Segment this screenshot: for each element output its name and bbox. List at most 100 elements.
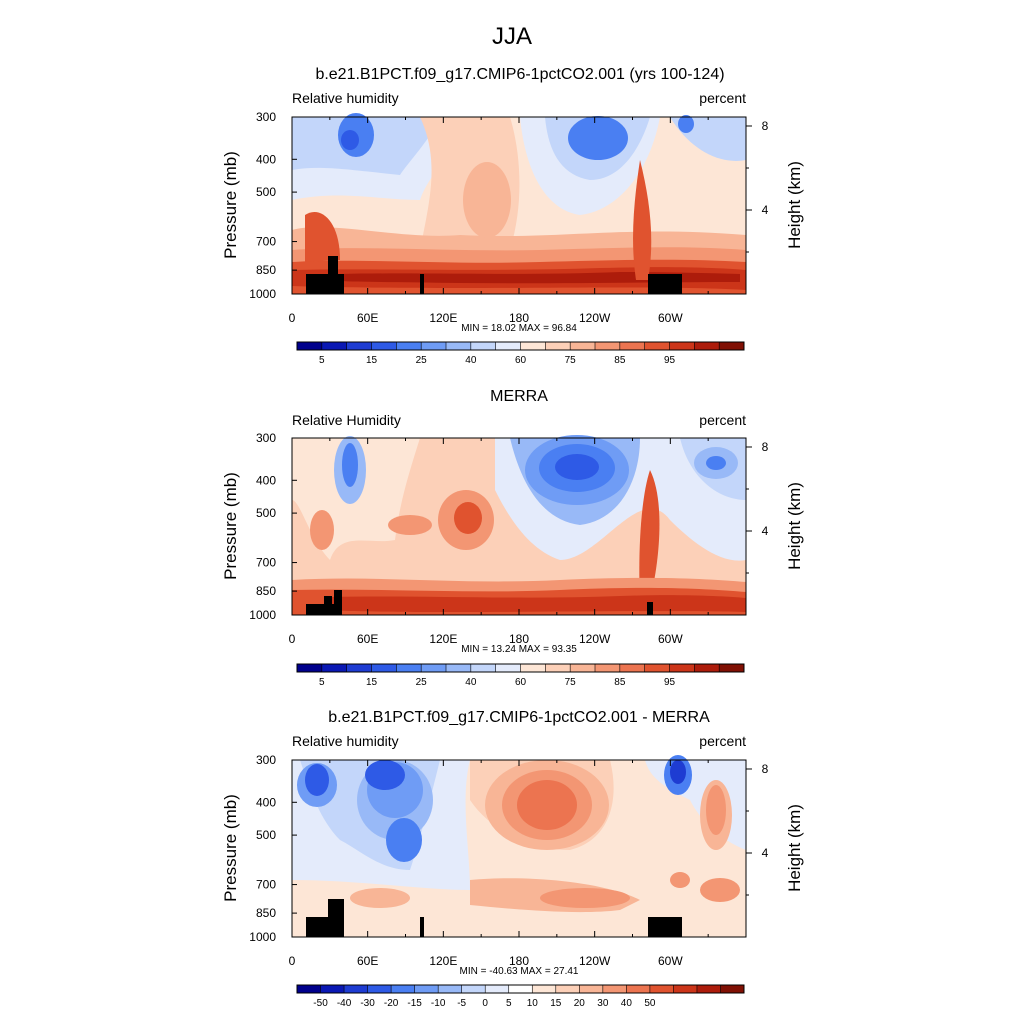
colorbar-swatch <box>297 664 323 672</box>
colorbar-swatch <box>579 985 604 993</box>
colorbar-swatch <box>367 985 392 993</box>
colorbar-label: 75 <box>565 355 577 366</box>
colorbar-swatch <box>649 985 674 993</box>
y-tick-label: 300 <box>256 753 276 767</box>
colorbar-swatch <box>532 985 557 993</box>
colorbar-swatch <box>396 664 422 672</box>
colorbar-label: 50 <box>644 998 656 1009</box>
colorbar-label: 5 <box>319 355 325 366</box>
panel-3-colorbar: -50 -40 -30 -20 -15 -10 -5 0 5 10 15 20 30 40 50 <box>296 984 745 1009</box>
colorbar-label: 15 <box>366 677 378 688</box>
colorbar-label: 60 <box>515 677 527 688</box>
panel-2-ylabel: Pressure (mb) <box>221 472 240 580</box>
panel-2-stats: MIN = 13.24 MAX = 93.35 <box>461 644 577 655</box>
colorbar-swatch <box>346 664 372 672</box>
x-tick-label: 180 <box>509 954 529 968</box>
panel-2: MERRA Relative Humidity percent <box>221 388 804 688</box>
colorbar-swatch <box>391 985 415 993</box>
y-tick-label: 400 <box>256 473 276 487</box>
panel-2-y2label: Height (km) <box>785 482 804 570</box>
colorbar-swatch <box>446 342 472 350</box>
colorbar-swatch <box>626 985 651 993</box>
y-tick-label: 850 <box>256 584 276 598</box>
colorbar-label: 10 <box>527 998 539 1009</box>
x-tick-label: 60W <box>658 632 683 646</box>
panel-3: b.e21.B1PCT.f09_g17.CMIP6-1pctCO2.001 - … <box>221 709 804 1009</box>
colorbar-swatch <box>470 342 496 350</box>
x-tick-label: 180 <box>509 311 529 325</box>
colorbar-label: 85 <box>614 677 626 688</box>
y2-tick-label: 4 <box>762 524 769 538</box>
colorbar-swatch <box>595 664 621 672</box>
y-tick-label: 400 <box>256 152 276 166</box>
colorbar-swatch <box>414 985 439 993</box>
colorbar-swatch <box>371 664 397 672</box>
colorbar-swatch <box>719 664 745 672</box>
colorbar-swatch <box>673 985 698 993</box>
colorbar-label: 15 <box>366 355 378 366</box>
y-tick-label: 300 <box>256 110 276 124</box>
y-tick-label: 850 <box>256 263 276 277</box>
x-tick-label: 60E <box>357 954 378 968</box>
x-tick-label: 120W <box>579 632 611 646</box>
panel-1-right-label: percent <box>699 90 746 106</box>
colorbar-swatch <box>696 985 721 993</box>
colorbar-label: 15 <box>550 998 562 1009</box>
panel-3-stats: MIN = -40.63 MAX = 27.41 <box>460 966 579 977</box>
panel-3-field <box>292 755 746 937</box>
colorbar-label: 25 <box>416 355 428 366</box>
colorbar-swatch <box>508 985 533 993</box>
colorbar-swatch <box>320 985 345 993</box>
y-tick-label: 700 <box>256 556 276 570</box>
panel-2-right-label: percent <box>699 412 746 428</box>
x-tick-label: 0 <box>289 954 296 968</box>
colorbar-swatch <box>595 342 621 350</box>
colorbar-label: 40 <box>621 998 633 1009</box>
y-tick-label: 1000 <box>249 287 276 301</box>
colorbar-swatch <box>644 664 670 672</box>
colorbar-label: 40 <box>465 355 477 366</box>
panel-3-y2label: Height (km) <box>785 804 804 892</box>
x-tick-label: 120W <box>579 954 611 968</box>
panel-1-y2label: Height (km) <box>785 161 804 249</box>
colorbar-swatch <box>555 985 580 993</box>
y-tick-label: 500 <box>256 185 276 199</box>
y-tick-label: 500 <box>256 828 276 842</box>
colorbar-swatch <box>720 985 745 993</box>
x-tick-label: 60W <box>658 311 683 325</box>
colorbar-swatch <box>495 342 521 350</box>
panel-1-title: b.e21.B1PCT.f09_g17.CMIP6-1pctCO2.001 (y… <box>315 66 724 83</box>
y2-tick-label: 4 <box>762 203 769 217</box>
y-tick-label: 700 <box>256 235 276 249</box>
panel-3-title: b.e21.B1PCT.f09_g17.CMIP6-1pctCO2.001 - … <box>328 709 710 726</box>
colorbar-label: 85 <box>614 355 626 366</box>
y2-tick-label: 8 <box>762 119 769 133</box>
panel-3-ticks: 0 60E 120E 180 120W 60W 300 400 500 700 850 1000 8 4 <box>249 753 768 968</box>
colorbar-swatch <box>446 664 472 672</box>
colorbar-label: -5 <box>457 998 466 1009</box>
colorbar-swatch <box>297 985 321 993</box>
colorbar-swatch <box>396 342 422 350</box>
colorbar-swatch <box>694 342 720 350</box>
y-tick-label: 300 <box>256 431 276 445</box>
colorbar-swatch <box>421 664 447 672</box>
colorbar-swatch <box>570 664 596 672</box>
y-tick-label: 850 <box>256 906 276 920</box>
panel-1-ticks: 0 60E 120E 180 120W 60W 300 400 500 700 850 1000 8 4 <box>249 110 768 325</box>
colorbar-label: 0 <box>482 998 488 1009</box>
panel-1-stats: MIN = 18.02 MAX = 96.84 <box>461 323 577 334</box>
colorbar-swatch <box>545 342 571 350</box>
page-title: JJA <box>492 23 532 50</box>
y-tick-label: 1000 <box>249 930 276 944</box>
colorbar-label: 5 <box>506 998 512 1009</box>
x-tick-label: 120E <box>429 632 457 646</box>
colorbar-swatch <box>346 342 372 350</box>
panel-1-colorbar: 5 15 25 40 60 75 85 95 <box>296 341 745 366</box>
panel-1-ylabel: Pressure (mb) <box>221 151 240 259</box>
panel-1-left-label: Relative humidity <box>292 90 399 106</box>
colorbar-swatch <box>570 342 596 350</box>
colorbar-swatch <box>619 664 645 672</box>
colorbar-swatch <box>344 985 368 993</box>
panel-2-colorbar: 5 15 25 40 60 75 85 95 <box>296 663 745 688</box>
